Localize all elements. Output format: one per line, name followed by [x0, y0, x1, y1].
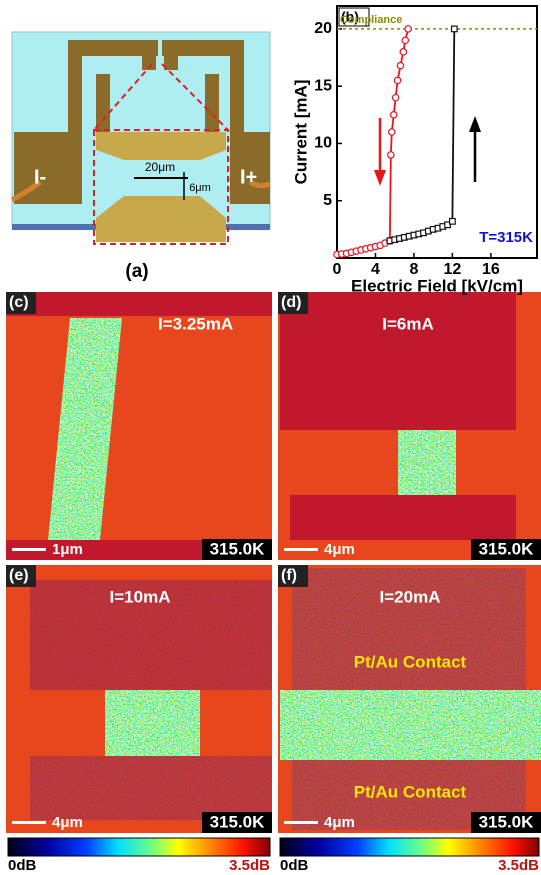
terminal-label: I+: [240, 166, 257, 188]
data-point: [452, 26, 458, 32]
y-tick-label: 20: [314, 20, 332, 37]
x-tick-label: 0: [333, 261, 342, 278]
data-point: [400, 49, 406, 55]
current-label: I=3.25mA: [158, 314, 233, 333]
data-point: [450, 219, 456, 225]
colorbar-max: 3.5dB: [229, 857, 270, 874]
temperature-label: T=315K: [479, 229, 533, 246]
y-tick-label: 10: [314, 135, 332, 152]
device-schematic: [12, 32, 270, 244]
panel-label: (e): [9, 567, 29, 584]
data-point: [392, 94, 398, 100]
panel-label: (f): [281, 567, 297, 584]
scale-label: 4μm: [52, 814, 83, 831]
colorbar-max: 3.5dB: [498, 857, 539, 874]
contact-label: Pt/Au Contact: [354, 652, 467, 671]
panel-label: (d): [281, 294, 301, 311]
current-label: I=10mA: [110, 587, 171, 606]
scale-label: 1μm: [52, 541, 83, 558]
gap-label: 6μm: [189, 182, 211, 194]
width-label: 20μm: [145, 160, 175, 174]
temperature-label: 315.0K: [210, 539, 266, 558]
current-label: I=20mA: [380, 587, 441, 606]
x-axis-title: Electric Field [kV/cm]: [351, 276, 523, 295]
current-label: I=6mA: [382, 314, 434, 333]
colorbar-min: 0dB: [280, 857, 309, 874]
temperature-label: 315.0K: [210, 812, 266, 831]
scale-label: 4μm: [324, 814, 355, 831]
panel-label: (a): [125, 261, 148, 282]
data-point: [391, 112, 397, 118]
data-point: [397, 62, 403, 68]
terminal-label: I-: [34, 166, 46, 188]
plot-area: [337, 6, 537, 258]
panel-label: (c): [9, 294, 29, 311]
scale-label: 4μm: [324, 541, 355, 558]
colorbar: [280, 838, 539, 856]
y-axis-title: Current [mA]: [291, 80, 310, 185]
data-point: [402, 37, 408, 43]
data-point: [388, 152, 394, 158]
data-point: [389, 129, 395, 135]
data-point: [405, 26, 411, 32]
figure: 20μm 6μm I- I+ (a) (c) I=3.25mA 1μm 315.…: [0, 0, 541, 875]
temperature-label: 315.0K: [479, 812, 535, 831]
colorbar-min: 0dB: [8, 857, 37, 874]
temperature-label: 315.0K: [479, 539, 535, 558]
colorbar: [8, 838, 270, 856]
y-tick-label: 15: [314, 77, 332, 94]
data-point: [394, 77, 400, 83]
contact-label: Pt/Au Contact: [354, 782, 467, 801]
y-tick-label: 5: [323, 192, 332, 209]
compliance-label: Compliance: [340, 14, 402, 26]
